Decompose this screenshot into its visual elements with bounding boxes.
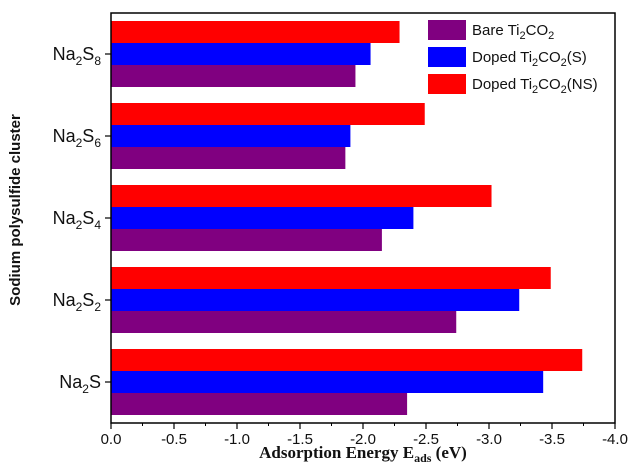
bar-na2s4-series-2 [111, 229, 382, 251]
y-category-label: Na2S [59, 372, 101, 396]
x-tick-label: -1.5 [287, 431, 313, 448]
x-tick-label: -0.5 [161, 431, 187, 448]
bar-na2s8-series-0 [111, 21, 400, 43]
y-category-label: Na2S4 [53, 208, 102, 232]
bar-na2s2-series-1 [111, 289, 520, 311]
bar-na2s8-series-2 [111, 65, 356, 87]
bar-na2s-series-2 [111, 393, 408, 415]
y-category-label: Na2S8 [53, 44, 102, 68]
x-axis-title-main: Adsorption Energy E [259, 443, 414, 462]
bar-na2s2-series-0 [111, 267, 551, 289]
x-tick-label: 0.0 [101, 431, 122, 448]
x-axis-title: Adsorption Energy Eads (eV) [259, 443, 467, 464]
legend-label: Doped Ti2CO2(NS) [472, 76, 598, 96]
bar-na2s8-series-1 [111, 43, 371, 65]
x-tick-label: -4.0 [602, 431, 628, 448]
legend-label: Doped Ti2CO2(S) [472, 49, 587, 69]
y-axis-categories: Na2S8 Na2S6 Na2S4 Na2S2 Na2S [53, 44, 111, 396]
x-tick-label: -2.0 [350, 431, 376, 448]
legend-swatch [428, 20, 466, 40]
bar-na2s6-series-1 [111, 125, 351, 147]
x-axis-title-subscript: ads [414, 451, 432, 464]
x-axis: 0.0 -0.5 -1.0 -1.5 -2.0 -2.5 -3.0 -3.5 -4.0 [101, 423, 628, 448]
x-axis-title-unit: (eV) [431, 443, 466, 462]
bar-na2s-series-1 [111, 371, 544, 393]
legend: Bare Ti2CO2 Doped Ti2CO2(S) Doped Ti2CO2(N… [422, 15, 614, 101]
x-tick-label: -3.0 [476, 431, 502, 448]
y-category-label: Na2S2 [53, 290, 102, 314]
bars-group [111, 21, 583, 415]
x-tick-label: -2.5 [413, 431, 439, 448]
bar-na2s2-series-2 [111, 311, 457, 333]
x-tick-label: -1.0 [224, 431, 250, 448]
x-tick-label: -3.5 [539, 431, 565, 448]
legend-swatch [428, 74, 466, 94]
y-axis-title: Sodium polysulfide cluster [7, 114, 24, 306]
bar-na2s6-series-2 [111, 147, 346, 169]
legend-swatch [428, 47, 466, 67]
bar-na2s4-series-1 [111, 207, 414, 229]
bar-na2s-series-0 [111, 349, 583, 371]
bar-na2s6-series-0 [111, 103, 425, 125]
y-category-label: Na2S6 [53, 126, 102, 150]
legend-label: Bare Ti2CO2 [472, 22, 554, 42]
bar-na2s4-series-0 [111, 185, 492, 207]
